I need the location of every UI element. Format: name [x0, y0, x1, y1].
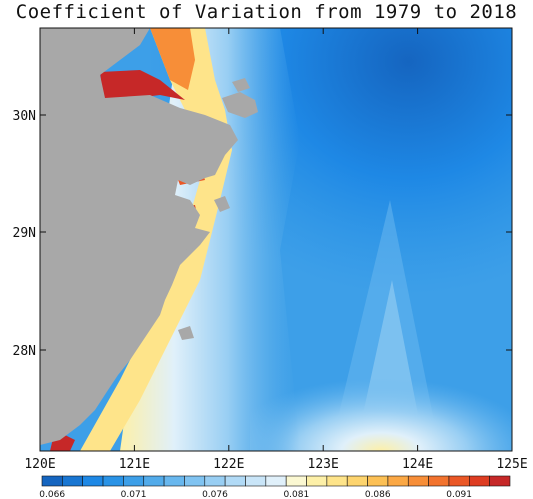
y-tick-label: 29N [13, 226, 36, 241]
colorbar-label: 0.066 [39, 490, 65, 499]
x-tick-label: 125E [496, 457, 527, 472]
colorbar-swatch [346, 475, 368, 487]
colorbar-swatch [448, 475, 470, 487]
x-tick-label: 122E [213, 457, 244, 472]
y-tick-label: 28N [13, 344, 36, 359]
plot-frame [39, 27, 513, 452]
colorbar-swatch [285, 475, 307, 487]
colorbar-label: 0.086 [365, 490, 391, 499]
colorbar-swatch [469, 475, 490, 487]
x-tick-label: 120E [24, 457, 55, 472]
ocean-field [40, 28, 512, 451]
colorbar-swatch [102, 475, 124, 487]
x-tick-label: 121E [119, 457, 150, 472]
x-axis: 120E 121E 122E 123E 124E 125E [24, 28, 528, 472]
map-title: Coefficient of Variation from 1979 to 20… [15, 1, 518, 23]
colorbar-swatch [489, 475, 511, 487]
x-tick-label: 124E [402, 457, 433, 472]
colorbar-swatch [326, 475, 348, 487]
colorbar-label: 0.091 [446, 490, 472, 499]
colorbar-swatch [204, 475, 226, 487]
colorbar-swatch [428, 475, 450, 487]
colorbar-swatch [62, 475, 83, 487]
colorbar-swatch [143, 475, 165, 487]
colorbar-label: 0.071 [121, 490, 147, 499]
colorbar-label: 0.081 [283, 490, 309, 499]
y-tick-label: 30N [13, 109, 36, 124]
colorbar-swatch [184, 475, 206, 487]
island-zhoushan [222, 92, 258, 118]
island [182, 236, 195, 250]
colorbar: 0.066 0.071 0.076 0.081 0.086 0.091 [39, 475, 511, 499]
x-tick-label: 123E [308, 457, 339, 472]
colorbar-swatch [306, 475, 328, 487]
colorbar-swatch [245, 475, 267, 487]
colorbar-swatch [41, 475, 63, 487]
island [178, 326, 194, 340]
colorbar-swatch [224, 475, 246, 487]
y-axis: 30N 29N 28N [13, 109, 512, 359]
colorbar-swatch [367, 475, 389, 487]
colorbar-swatch [123, 475, 145, 487]
colorbar-swatch [387, 475, 409, 487]
colorbar-swatch [82, 475, 104, 487]
colorbar-swatch [265, 475, 287, 487]
island [214, 196, 230, 212]
land-mass [40, 28, 238, 445]
island [232, 78, 250, 92]
colorbar-label: 0.076 [202, 490, 228, 499]
colorbar-swatch [163, 475, 185, 487]
colorbar-swatch [407, 475, 429, 487]
